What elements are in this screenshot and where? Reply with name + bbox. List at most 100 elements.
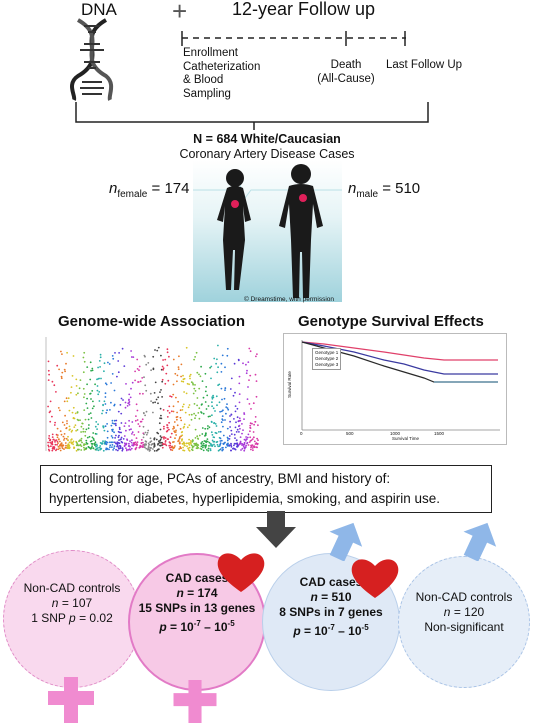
- manhattan-point: [174, 437, 176, 440]
- manhattan-point: [160, 389, 162, 391]
- manhattan-point: [221, 415, 224, 417]
- manhattan-point: [83, 393, 86, 395]
- manhattan-point: [177, 400, 180, 403]
- manhattan-point: [99, 366, 101, 368]
- manhattan-point: [188, 438, 191, 441]
- manhattan-point: [56, 443, 58, 446]
- manhattan-point: [220, 439, 223, 442]
- manhattan-point: [105, 441, 108, 443]
- manhattan-point: [188, 446, 191, 449]
- manhattan-point: [87, 446, 90, 448]
- manhattan-point: [207, 415, 210, 418]
- manhattan-point: [70, 386, 73, 388]
- manhattan-point: [254, 373, 257, 376]
- manhattan-point: [188, 404, 191, 406]
- manhattan-point: [104, 425, 107, 428]
- manhattan-point: [229, 388, 232, 390]
- manhattan-point: [57, 442, 59, 444]
- manhattan-point: [56, 427, 59, 430]
- manhattan-point: [169, 446, 171, 449]
- manhattan-point: [170, 410, 173, 413]
- manhattan-point: [125, 429, 127, 432]
- manhattan-point: [76, 448, 79, 451]
- manhattan-point: [215, 441, 218, 444]
- manhattan-point: [141, 418, 144, 421]
- manhattan-point: [243, 449, 246, 452]
- manhattan-point: [172, 405, 175, 408]
- manhattan-point: [99, 442, 102, 444]
- manhattan-point: [82, 356, 85, 359]
- manhattan-point: [248, 379, 250, 381]
- timeline-line: [181, 31, 406, 46]
- manhattan-point: [68, 441, 71, 444]
- manhattan-point: [115, 442, 117, 445]
- manhattan-point: [166, 348, 169, 351]
- manhattan-point: [193, 442, 196, 445]
- manhattan-point: [200, 442, 203, 445]
- manhattan-point: [90, 398, 92, 400]
- manhattan-point: [196, 447, 199, 450]
- manhattan-point: [215, 395, 218, 398]
- manhattan-point: [91, 443, 94, 445]
- manhattan-point: [159, 428, 162, 431]
- manhattan-point: [84, 418, 87, 421]
- survival-plot: Genotype 1 Genotype 2 Genotype 3 Surviva…: [283, 333, 507, 445]
- manhattan-point: [54, 439, 56, 442]
- manhattan-point: [106, 409, 108, 412]
- manhattan-point: [136, 409, 139, 412]
- manhattan-point: [147, 447, 150, 449]
- manhattan-point: [172, 393, 175, 396]
- manhattan-point: [170, 432, 173, 435]
- manhattan-point: [136, 368, 139, 370]
- manhattan-point: [238, 382, 241, 385]
- manhattan-point: [183, 425, 186, 428]
- manhattan-point: [202, 442, 205, 445]
- manhattan-point: [191, 439, 194, 441]
- manhattan-point: [202, 412, 205, 415]
- manhattan-point: [224, 419, 226, 421]
- manhattan-point: [146, 431, 149, 434]
- manhattan-point: [97, 393, 100, 396]
- manhattan-point: [121, 449, 124, 452]
- manhattan-point: [85, 447, 88, 449]
- manhattan-point: [64, 370, 66, 373]
- manhattan-point: [213, 443, 215, 446]
- manhattan-point: [211, 414, 213, 417]
- manhattan-point: [183, 442, 186, 445]
- manhattan-point: [185, 392, 188, 395]
- manhattan-point: [193, 403, 196, 405]
- manhattan-point: [196, 371, 199, 374]
- manhattan-point: [110, 435, 113, 437]
- manhattan-point: [209, 366, 212, 369]
- manhattan-point: [214, 445, 216, 448]
- manhattan-point: [172, 358, 175, 361]
- manhattan-point: [240, 449, 242, 451]
- manhattan-point: [140, 442, 143, 444]
- manhattan-point: [98, 446, 101, 449]
- manhattan-point: [103, 362, 106, 365]
- manhattan-point: [166, 351, 169, 354]
- female-cross-icon: [48, 677, 94, 723]
- manhattan-point: [102, 425, 105, 428]
- manhattan-point: [118, 352, 120, 354]
- manhattan-point: [203, 444, 206, 447]
- manhattan-point: [134, 370, 136, 373]
- manhattan-point: [221, 449, 224, 452]
- manhattan-point: [208, 441, 211, 444]
- manhattan-point: [121, 441, 124, 444]
- manhattan-point: [117, 447, 120, 450]
- manhattan-point: [64, 414, 66, 417]
- manhattan-point: [51, 436, 54, 438]
- manhattan-point: [168, 444, 171, 447]
- manhattan-point: [132, 356, 135, 358]
- manhattan-point: [239, 436, 242, 438]
- manhattan-point: [115, 448, 117, 451]
- manhattan-point: [254, 416, 257, 418]
- manhattan-point: [157, 402, 159, 405]
- manhattan-point: [209, 449, 212, 452]
- manhattan-point: [182, 446, 185, 449]
- manhattan-point: [166, 429, 169, 432]
- manhattan-point: [152, 448, 154, 450]
- manhattan-point: [122, 399, 124, 401]
- manhattan-point: [230, 433, 233, 435]
